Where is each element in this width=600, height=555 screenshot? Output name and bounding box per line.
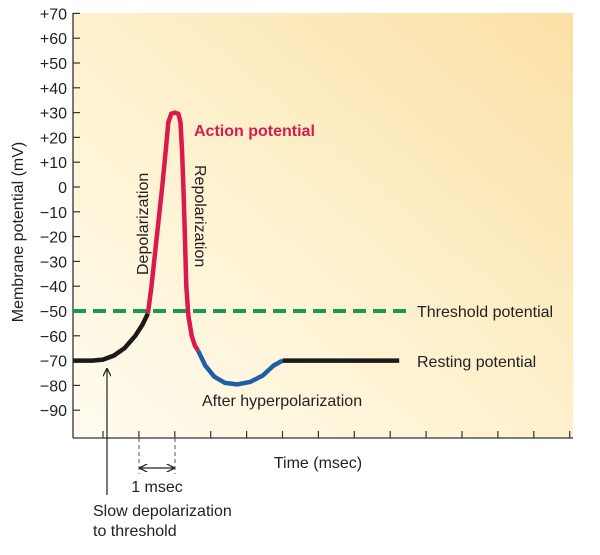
y-tick-label: −60	[40, 329, 67, 346]
y-tick-label: −50	[40, 304, 67, 321]
slow-depolarization-label-2: to threshold	[93, 523, 177, 540]
y-tick-label: +30	[40, 106, 67, 123]
y-tick-label: +40	[40, 81, 67, 98]
one-msec-label: 1 msec	[131, 479, 183, 496]
y-axis-label: Membrane potential (mV)	[10, 142, 27, 323]
series-group	[73, 110, 400, 387]
depolarization-label: Depolarization	[135, 173, 152, 275]
y-tick-label: −80	[40, 378, 67, 395]
series-after-hyperpolarization	[196, 349, 284, 387]
slow-depolarization-label-1: Slow depolarization	[93, 503, 232, 520]
y-tick-label: +70	[40, 6, 67, 23]
y-tick-label: −90	[40, 403, 67, 420]
y-axis-ticks: +70 +60 +50 +40 +30 +20 +10 0 −10 −20 −30 −40 −50 −60…	[40, 6, 80, 420]
x-axis-ticks	[102, 431, 571, 438]
y-tick-label: 0	[58, 180, 67, 197]
y-tick-label: +10	[40, 155, 67, 172]
y-tick-label: −20	[40, 230, 67, 247]
after-hyperpolarization-label: After hyperpolarization	[202, 393, 362, 410]
y-tick-label: −40	[40, 279, 67, 296]
y-tick-label: +20	[40, 130, 67, 147]
series-action-potential	[145, 110, 200, 352]
y-tick-label: +60	[40, 31, 67, 48]
x-axis-label: Time (msec)	[274, 455, 362, 472]
repolarization-label: Repolarization	[191, 165, 208, 267]
resting-potential-label: Resting potential	[417, 354, 536, 371]
y-tick-label: −10	[40, 205, 67, 222]
action-potential-label: Action potential	[194, 123, 315, 140]
y-tick-label: +50	[40, 56, 67, 73]
y-tick-label: −70	[40, 354, 67, 371]
threshold-label: Threshold potential	[417, 304, 553, 321]
y-tick-label: −30	[40, 254, 67, 271]
series-slow-depolarization	[73, 312, 150, 363]
